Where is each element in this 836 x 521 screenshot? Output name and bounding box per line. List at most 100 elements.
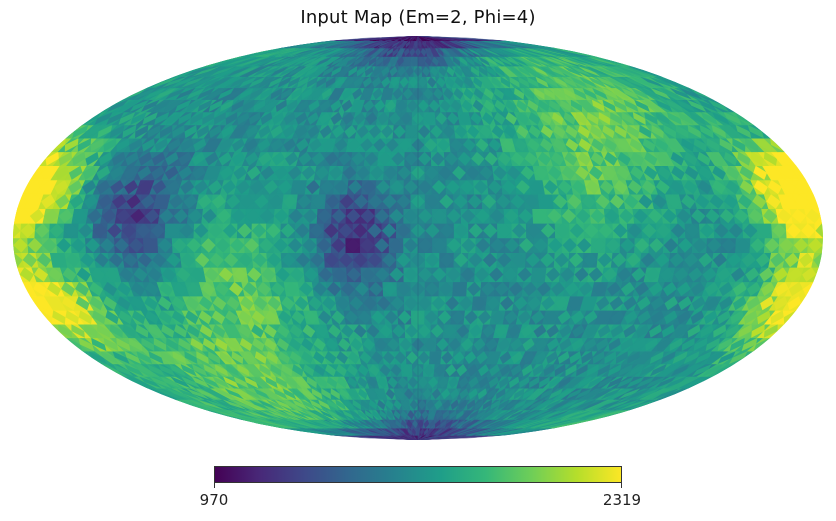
map-pixel [160,351,175,364]
map-pixel [222,399,247,410]
map-pixel [412,419,418,429]
map-pixel [199,324,213,338]
map-pixel [383,428,397,436]
map-pixel [205,388,227,400]
map-pixel [75,296,90,311]
map-pixel [565,364,577,377]
map-pixel [84,324,98,338]
map-pixel [360,399,369,410]
map-pixel [726,324,739,338]
map-pixel [243,409,272,420]
map-pixel [413,388,423,400]
map-pixel [313,419,338,429]
map-pixel [159,281,174,297]
map-pixel [681,337,695,352]
map-pixel [250,409,279,420]
map-pixel [208,351,221,364]
map-pixel [170,376,191,389]
map-pixel [300,419,328,429]
map-pixel [468,388,478,400]
map-pixel [281,419,313,429]
map-pixel [626,388,651,400]
map-pixel [357,376,368,389]
map-pixel [342,409,355,420]
map-pixel [411,310,425,325]
map-pixel [89,296,104,311]
map-pixel [324,351,337,364]
map-pixel [304,409,323,420]
map-pixels [13,36,823,440]
map-pixel [583,337,597,352]
map-pixel [746,296,761,311]
map-pixel [434,399,443,410]
map-pixel [149,376,172,389]
map-pixel [424,310,438,325]
map-pixel [256,419,294,429]
map-pixel [97,324,110,338]
map-pixel [753,337,771,352]
map-pixel [377,399,386,410]
map-pixel [700,324,714,338]
map-pixel [407,428,412,436]
map-pixel [199,296,213,311]
map-pixel [597,324,611,338]
map-pixel [411,337,425,352]
map-pixel [404,388,414,400]
map-pixel [568,296,583,311]
map-pixel [464,428,492,436]
map-pixel [157,364,176,377]
map-pixel [349,388,359,400]
map-pixel [505,388,515,400]
map-pixel [219,351,232,364]
map-pixel [596,376,613,389]
map-pixel [281,296,295,311]
map-pixel [628,364,645,377]
map-pixel [440,419,447,429]
map-pixel [299,281,313,297]
map-pixel [105,310,119,325]
map-pixel [626,399,658,410]
map-pixel [446,428,462,436]
map-pixel [286,376,298,389]
map-pixel [171,310,186,325]
map-pixel [418,419,424,429]
map-pixel [287,419,318,429]
map-pixel [166,337,179,352]
map-pixel [616,376,635,389]
map-pixel [243,351,255,364]
map-pixel [65,337,83,352]
map-pixel [48,296,63,311]
map-pixel [117,281,132,297]
map-pixel [473,428,507,436]
map-pixel [403,428,409,436]
map-pixel [517,310,532,325]
map-pixel [534,337,547,352]
map-pixel [112,364,134,377]
map-pixel [547,419,587,429]
map-pixel [358,310,372,325]
map-pixel [757,310,771,325]
map-pixel [677,310,691,325]
map-pixel [649,324,662,338]
map-pixel [624,310,638,325]
map-pixel [571,337,584,352]
map-pixel [265,376,278,389]
map-pixel [258,409,285,420]
map-pixel [729,337,745,352]
map-pixel [559,337,572,352]
map-pixel [528,399,545,410]
map-pixel [384,310,398,325]
map-pixel [332,419,352,429]
map-pixel [669,337,683,352]
map-pixel [166,388,192,400]
map-pixel [351,419,367,429]
map-pixel [429,419,435,429]
map-pixel [268,419,303,429]
map-pixel [513,419,542,429]
map-pixel [128,337,143,352]
map-pixel [695,351,712,364]
map-pixel [595,409,631,420]
map-pixel [128,376,152,389]
map-pixel [518,419,549,429]
map-pixel [488,376,499,389]
